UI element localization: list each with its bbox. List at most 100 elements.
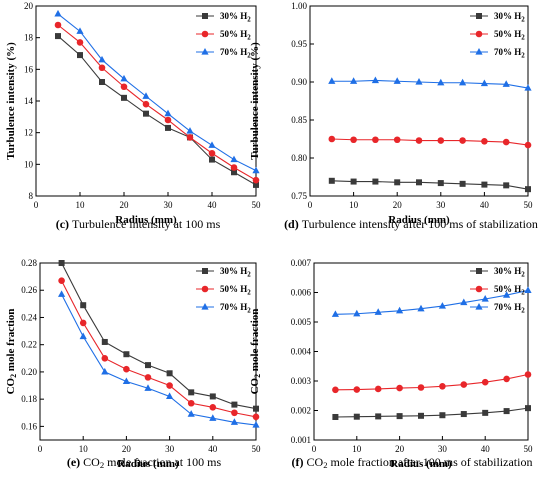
- data-point: [374, 308, 382, 315]
- x-tick-label: 20: [120, 200, 130, 210]
- y-tick-label: 0.26: [21, 285, 37, 295]
- y-tick-label: 0.95: [291, 39, 307, 49]
- y-tick-label: 0.004: [291, 347, 312, 357]
- data-point: [459, 180, 466, 187]
- x-tick-label: 10: [79, 444, 89, 454]
- series-line: [57, 35, 257, 186]
- legend-marker: [475, 30, 483, 38]
- legend-marker: [475, 285, 483, 293]
- y-tick-label: 18: [24, 33, 34, 43]
- x-tick-label: 50: [524, 444, 534, 454]
- y-tick-label: 0.002: [291, 406, 311, 416]
- data-point: [208, 149, 216, 157]
- data-point: [375, 413, 382, 420]
- data-point: [350, 136, 357, 144]
- data-point: [209, 156, 215, 163]
- data-point: [525, 405, 531, 412]
- legend-label: 50% H2: [220, 29, 251, 42]
- y-tick-label: 10: [24, 159, 34, 169]
- legend: 30% H2 50% H2 70% H2: [470, 266, 525, 315]
- x-tick-label: 50: [252, 200, 262, 210]
- data-point: [396, 384, 403, 392]
- y-tick-label: 0.003: [291, 376, 312, 386]
- data-point: [480, 79, 488, 87]
- plot-frame: [39, 262, 257, 441]
- figure-caption: (f) CO2 mole fraction after 100 ms of st…: [292, 455, 533, 470]
- data-point: [396, 413, 403, 420]
- data-point: [253, 405, 259, 412]
- data-point: [481, 378, 489, 386]
- x-tick-label: 0: [34, 200, 39, 210]
- y-tick-label: 0.22: [21, 340, 37, 350]
- data-point: [252, 176, 260, 184]
- data-point: [142, 92, 150, 99]
- legend: 30% H2 50% H2 70% H2: [470, 11, 525, 60]
- data-point: [144, 374, 152, 381]
- data-point: [371, 76, 379, 84]
- series-line: [61, 262, 257, 410]
- legend-marker: [201, 48, 209, 55]
- data-point: [502, 80, 510, 87]
- plot-frame: [309, 5, 529, 197]
- data-point: [208, 141, 216, 148]
- data-point: [418, 412, 424, 419]
- data-point: [98, 64, 106, 72]
- data-point: [481, 137, 488, 145]
- data-point: [143, 110, 149, 117]
- legend-marker: [201, 30, 209, 38]
- data-point: [99, 79, 105, 85]
- data-point: [186, 134, 194, 141]
- chart-panel-e: 0 10 20 30 40 50 0.16 0.18 0.20 0.22 0.24 0.26 0.28 R…: [5, 258, 261, 470]
- series-line: [335, 289, 529, 315]
- legend-marker: [475, 48, 483, 55]
- data-point: [374, 385, 382, 393]
- figure-caption: (e) CO2 mole fraction at 100 ms: [67, 455, 222, 470]
- legend-label: 50% H2: [220, 284, 251, 297]
- data-point: [120, 74, 128, 82]
- chart-panel-c: 0 10 20 30 40 50 8 10 12 14 16 18 20 Radius (mm) Turbu…: [5, 1, 261, 231]
- series-30-h2: [332, 405, 531, 420]
- legend-label: 30% H2: [220, 11, 251, 24]
- y-tick-label: 0.28: [21, 258, 37, 268]
- data-point: [187, 399, 195, 407]
- legend-marker: [476, 13, 482, 19]
- data-point: [394, 179, 401, 186]
- data-point: [502, 138, 510, 146]
- data-point: [101, 367, 109, 375]
- y-tick-label: 0.90: [291, 77, 307, 87]
- x-tick-label: 40: [208, 200, 218, 210]
- data-point: [122, 377, 130, 385]
- data-point: [328, 135, 336, 143]
- data-point: [503, 291, 511, 298]
- data-point: [230, 164, 238, 171]
- data-point: [252, 166, 260, 174]
- data-point: [120, 83, 128, 91]
- x-tick-label: 50: [524, 200, 534, 210]
- data-point: [393, 136, 401, 144]
- series-70-h2: [54, 9, 260, 174]
- x-tick-label: 10: [349, 200, 359, 210]
- data-point: [353, 386, 361, 393]
- data-point: [525, 186, 531, 193]
- legend-marker: [202, 13, 208, 19]
- x-tick-label: 10: [76, 200, 86, 210]
- data-point: [166, 382, 173, 389]
- data-point: [165, 124, 171, 131]
- data-point: [231, 401, 238, 408]
- y-tick-label: 0.001: [291, 435, 311, 445]
- series-30-h2: [328, 177, 531, 193]
- data-point: [76, 27, 84, 34]
- series-line: [335, 407, 529, 418]
- series-line: [335, 373, 529, 391]
- data-point: [439, 412, 446, 419]
- data-point: [231, 169, 237, 176]
- data-point: [481, 181, 488, 188]
- x-tick-label: 20: [395, 444, 405, 454]
- y-tick-label: 0.005: [291, 317, 312, 327]
- legend-marker: [476, 268, 482, 274]
- figure-caption: (d) Turbulence intensity after 100 ms of…: [284, 217, 538, 231]
- data-point: [186, 127, 194, 134]
- x-tick-label: 30: [438, 444, 448, 454]
- legend-label: 70% H2: [220, 47, 251, 60]
- y-tick-label: 0.75: [291, 191, 307, 201]
